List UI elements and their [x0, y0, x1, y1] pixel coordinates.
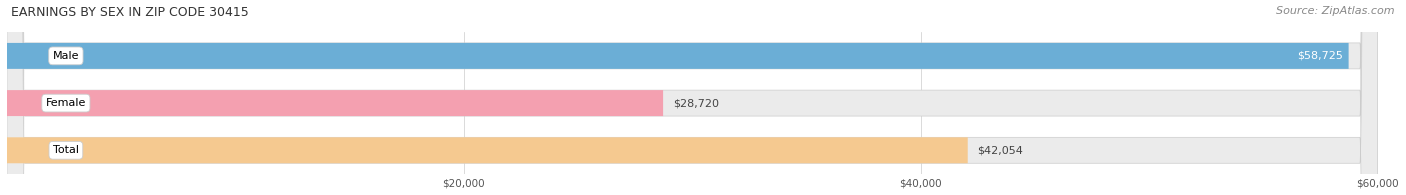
Text: EARNINGS BY SEX IN ZIP CODE 30415: EARNINGS BY SEX IN ZIP CODE 30415 — [11, 6, 249, 19]
FancyBboxPatch shape — [7, 0, 1378, 195]
Text: Source: ZipAtlas.com: Source: ZipAtlas.com — [1277, 6, 1395, 16]
FancyBboxPatch shape — [7, 0, 1378, 195]
FancyBboxPatch shape — [7, 90, 664, 116]
FancyBboxPatch shape — [7, 137, 967, 163]
Text: Total: Total — [53, 145, 79, 155]
Text: $28,720: $28,720 — [672, 98, 718, 108]
Text: Female: Female — [46, 98, 86, 108]
Text: Male: Male — [52, 51, 79, 61]
FancyBboxPatch shape — [7, 0, 1378, 195]
Text: $42,054: $42,054 — [977, 145, 1024, 155]
FancyBboxPatch shape — [7, 43, 1348, 69]
Text: $58,725: $58,725 — [1298, 51, 1343, 61]
